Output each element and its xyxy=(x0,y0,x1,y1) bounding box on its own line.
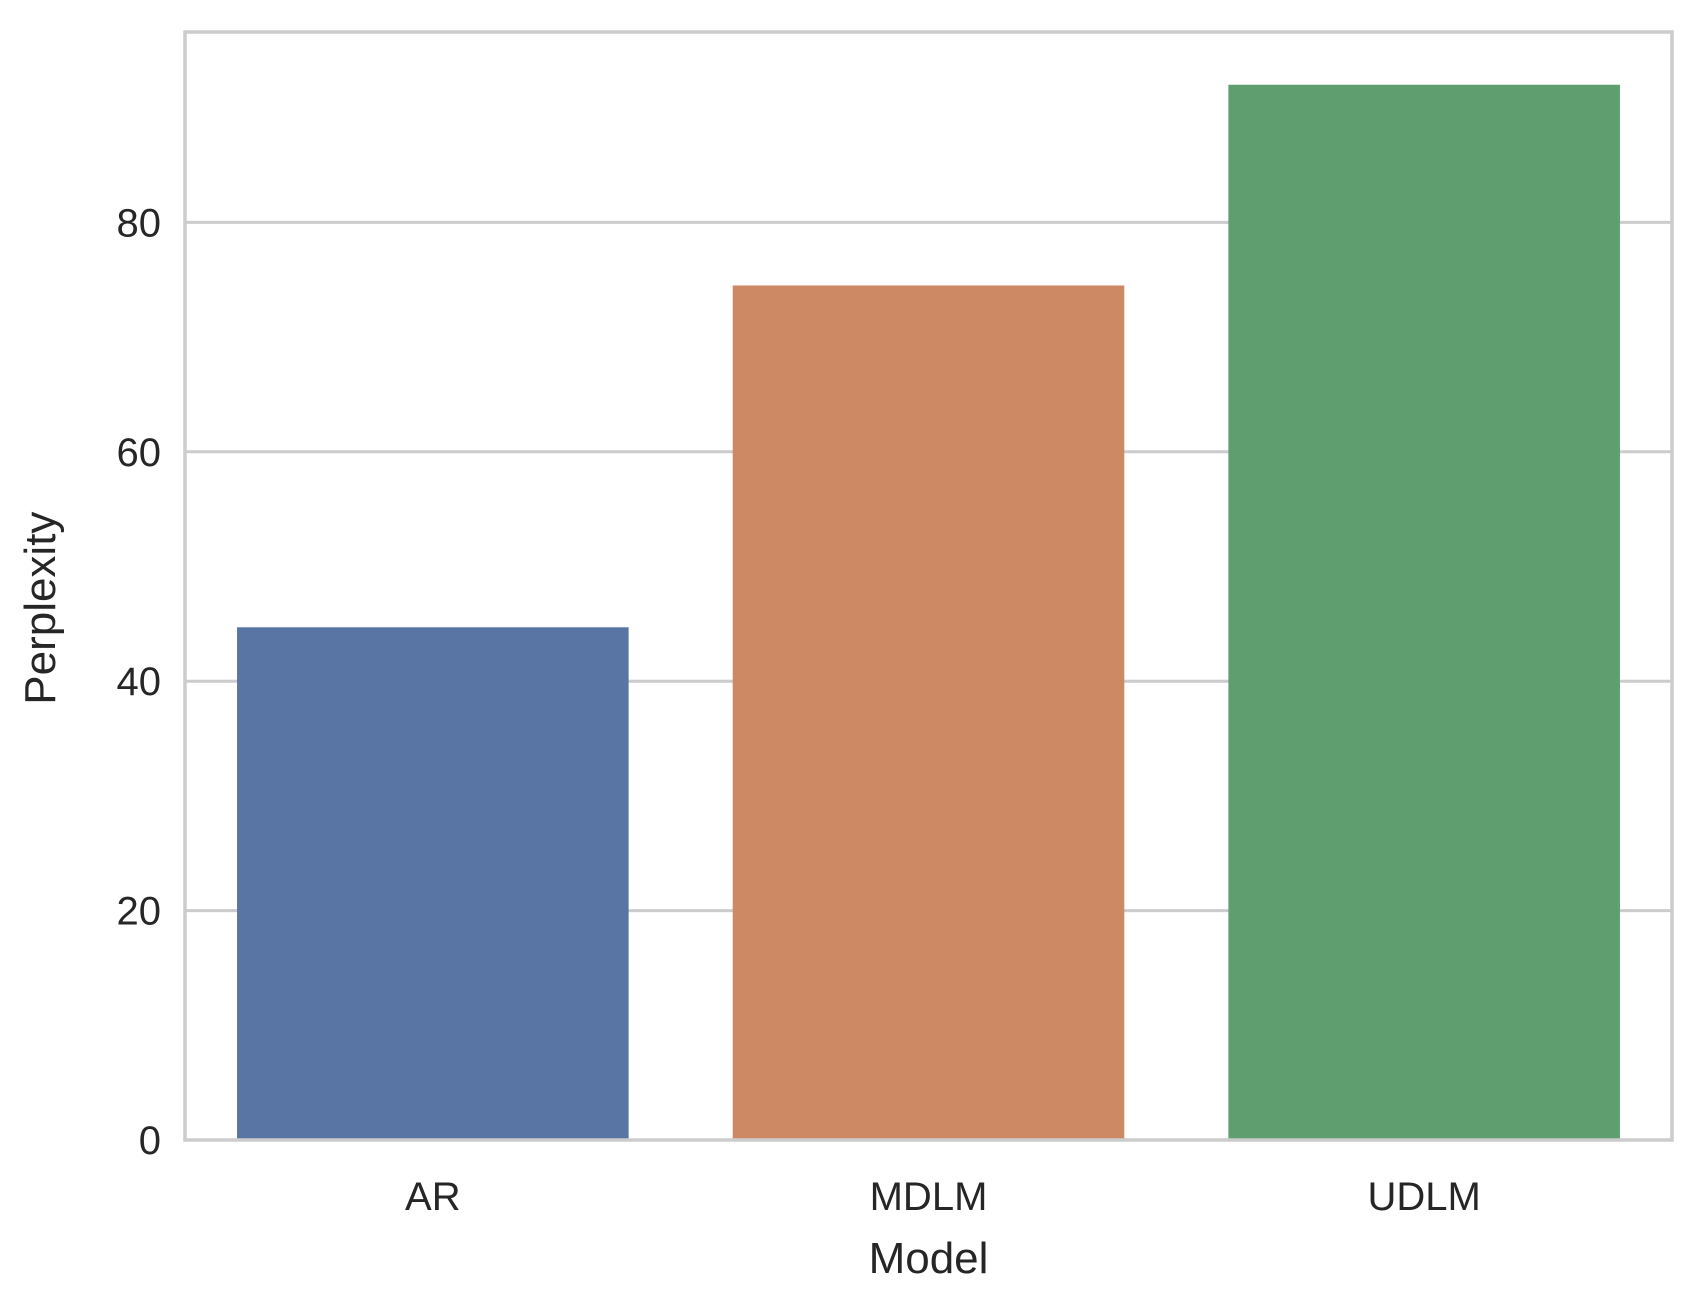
x-tick-label-ar: AR xyxy=(405,1175,461,1219)
plot-frame xyxy=(183,30,1674,1142)
x-tick-labels: AR MDLM UDLM xyxy=(405,1175,1481,1219)
y-tick-label: 40 xyxy=(117,660,162,704)
x-axis-label: Model xyxy=(869,1234,989,1283)
x-tick-label-udlm: UDLM xyxy=(1367,1175,1480,1219)
y-tick-label: 80 xyxy=(117,201,162,245)
y-tick-label: 20 xyxy=(117,890,162,934)
y-tick-label: 60 xyxy=(117,431,162,475)
y-axis-label: Perplexity xyxy=(16,512,65,705)
y-tick-labels: 0 20 40 60 80 xyxy=(117,201,162,1163)
y-tick-label: 0 xyxy=(139,1119,161,1163)
bar-ar xyxy=(237,627,629,1140)
bars xyxy=(237,84,1620,1140)
bar-udlm xyxy=(1228,84,1620,1140)
bar-mdlm xyxy=(732,285,1125,1140)
x-tick-label-mdlm: MDLM xyxy=(870,1175,988,1219)
